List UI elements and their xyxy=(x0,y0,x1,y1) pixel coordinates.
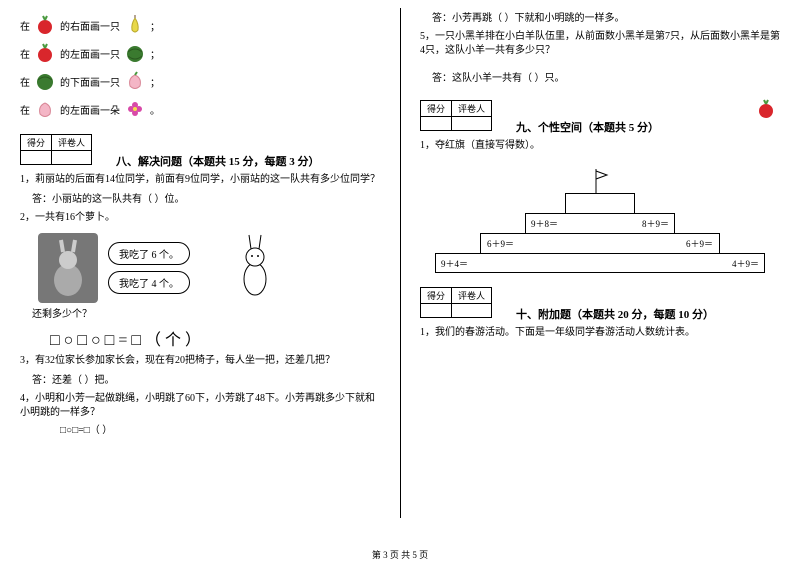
peach-icon xyxy=(34,98,56,120)
question-5: 5，一只小黑羊排在小白羊队伍里，从前面数小黑羊是第7只，从后面数小黑羊是第4只，… xyxy=(420,30,780,58)
text: 在 xyxy=(20,46,30,61)
score-h2: 评卷人 xyxy=(452,288,492,304)
right-column: 答：小芳再跳（ ）下就和小明跳的一样多。 5，一只小黑羊排在小白羊队伍里，从前面… xyxy=(400,0,800,540)
question-3: 3，有32位家长参加家长会，现在有20把椅子，每人坐一把，还差几把？ xyxy=(20,354,380,368)
rabbit-right-icon xyxy=(230,231,280,304)
position-row: 在 的左面画一朵 。 xyxy=(20,98,380,120)
text: 。 xyxy=(150,102,160,117)
text: 在 xyxy=(20,74,30,89)
score-h2: 评卷人 xyxy=(452,101,492,117)
text: ； xyxy=(150,46,160,61)
pyr-l1: 9＋4＝ xyxy=(441,257,468,270)
question-9-1: 1，夺红旗（直接写得数）。 xyxy=(420,139,780,153)
text: 的下面画一只 xyxy=(60,74,120,89)
answer-4: 答：小芳再跳（ ）下就和小明跳的一样多。 xyxy=(432,12,780,26)
section-10-header: 得分评卷人 十、附加题（本题共 20 分，每题 10 分） xyxy=(420,279,780,322)
decorative-radish-icon xyxy=(755,98,777,123)
question-2: 2，一共有16个萝卜。 xyxy=(20,211,380,225)
score-table: 得分评卷人 xyxy=(420,100,492,131)
text: ； xyxy=(150,18,160,33)
pyr-l3: 9＋8＝ xyxy=(531,217,558,230)
question-1: 1，莉丽站的后面有14位同学，前面有9位同学，小丽站的这一队共有多少位同学？ xyxy=(20,173,380,187)
answer-1: 答：小丽站的这一队共有（ ）位。 xyxy=(32,193,380,207)
score-cell xyxy=(52,151,92,165)
left-column: 在 的右面画一只 ； 在 的左面画一只 ； 在 的下面画一只 ； 在 的左面画一… xyxy=(0,0,400,540)
text: 在 xyxy=(20,18,30,33)
text: 的右面画一只 xyxy=(60,18,120,33)
step-pyramid: 9＋4＝ 4＋9＝ 6＋9＝ 6＋9＝ 9＋8＝ 8＋9＝ xyxy=(435,163,765,273)
text: 的左面画一只 xyxy=(60,46,120,61)
position-row: 在 的右面画一只 ； xyxy=(20,14,380,36)
watermelon-icon xyxy=(34,70,56,92)
section-9-title: 九、个性空间（本题共 5 分） xyxy=(516,119,659,135)
rabbit-scene: 我吃了 6 个。 我吃了 4 个。 xyxy=(38,231,380,304)
score-cell xyxy=(21,151,52,165)
pear-icon xyxy=(124,14,146,36)
equation-2: □○□○□=□（个） xyxy=(50,326,380,350)
score-table: 得分评卷人 xyxy=(420,287,492,318)
answer-3: 答：还差（ ）把。 xyxy=(32,374,380,388)
score-h1: 得分 xyxy=(421,101,452,117)
score-cell xyxy=(452,304,492,318)
question-4: 4，小明和小芳一起做跳绳，小明跳了60下，小芳跳了48下。小芳再跳多少下就和小明… xyxy=(20,392,380,420)
radish-icon xyxy=(34,14,56,36)
pyr-l2: 6＋9＝ xyxy=(487,237,514,250)
pyr-r2: 6＋9＝ xyxy=(686,237,713,250)
pyr-r1: 4＋9＝ xyxy=(732,257,759,270)
question-10-1: 1，我们的春游活动。下面是一年级同学春游活动人数统计表。 xyxy=(420,326,780,340)
score-h1: 得分 xyxy=(421,288,452,304)
flower-icon xyxy=(124,98,146,120)
speech-bubble-2: 我吃了 4 个。 xyxy=(108,271,190,294)
flag-icon xyxy=(593,169,609,196)
text: ； xyxy=(150,74,160,89)
score-h2: 评卷人 xyxy=(52,135,92,151)
answer-5: 答：这队小羊一共有（ ）只。 xyxy=(432,72,780,86)
score-cell xyxy=(452,117,492,131)
position-row: 在 的下面画一只 ； xyxy=(20,70,380,92)
text: 的左面画一朵 xyxy=(60,102,120,117)
score-h1: 得分 xyxy=(21,135,52,151)
speech-bubble-1: 我吃了 6 个。 xyxy=(108,242,190,265)
question-2-ask: 还剩多少个？ xyxy=(32,308,380,322)
rabbit-left-icon xyxy=(38,233,98,303)
position-row: 在 的左面画一只 ； xyxy=(20,42,380,64)
section-10-title: 十、附加题（本题共 20 分，每题 10 分） xyxy=(516,306,714,322)
section-8-header: 得分评卷人 八、解决问题（本题共 15 分，每题 3 分） xyxy=(20,126,380,169)
score-cell xyxy=(421,304,452,318)
text: 在 xyxy=(20,102,30,117)
equation-4: □○□=□（ ） xyxy=(60,424,380,438)
score-cell xyxy=(421,117,452,131)
watermelon-icon xyxy=(124,42,146,64)
peach-icon xyxy=(124,70,146,92)
pyr-r3: 8＋9＝ xyxy=(642,217,669,230)
score-table: 得分评卷人 xyxy=(20,134,92,165)
page-footer: 第 3 页 共 5 页 xyxy=(0,548,800,561)
section-9-header: 得分评卷人 九、个性空间（本题共 5 分） xyxy=(420,92,780,135)
section-8-title: 八、解决问题（本题共 15 分，每题 3 分） xyxy=(116,153,320,169)
radish-icon xyxy=(34,42,56,64)
